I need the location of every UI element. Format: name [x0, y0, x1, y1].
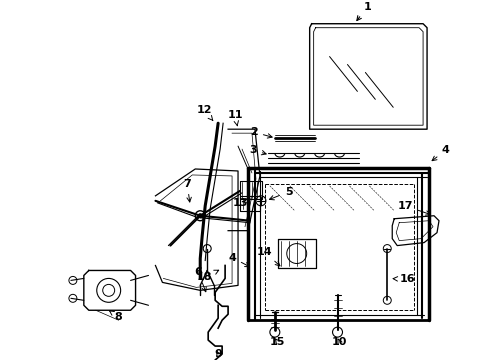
Text: 3: 3 [249, 145, 266, 155]
Text: 18: 18 [196, 270, 219, 282]
Text: 13: 13 [232, 198, 250, 208]
Text: 15: 15 [270, 337, 286, 347]
Text: 1: 1 [357, 2, 371, 21]
Text: 4: 4 [432, 145, 450, 161]
Text: 2: 2 [250, 127, 272, 138]
Text: 7: 7 [183, 179, 191, 202]
Text: 17: 17 [397, 201, 430, 215]
Text: 16: 16 [393, 274, 415, 284]
Text: 10: 10 [332, 337, 347, 347]
Text: 12: 12 [196, 105, 213, 121]
Text: 9: 9 [214, 349, 222, 359]
Text: 8: 8 [109, 311, 122, 322]
Text: 14: 14 [256, 247, 280, 266]
Text: 6: 6 [195, 267, 206, 292]
Text: 5: 5 [270, 187, 293, 200]
Text: 4: 4 [228, 252, 249, 267]
Text: 11: 11 [227, 110, 243, 126]
Circle shape [198, 214, 202, 218]
